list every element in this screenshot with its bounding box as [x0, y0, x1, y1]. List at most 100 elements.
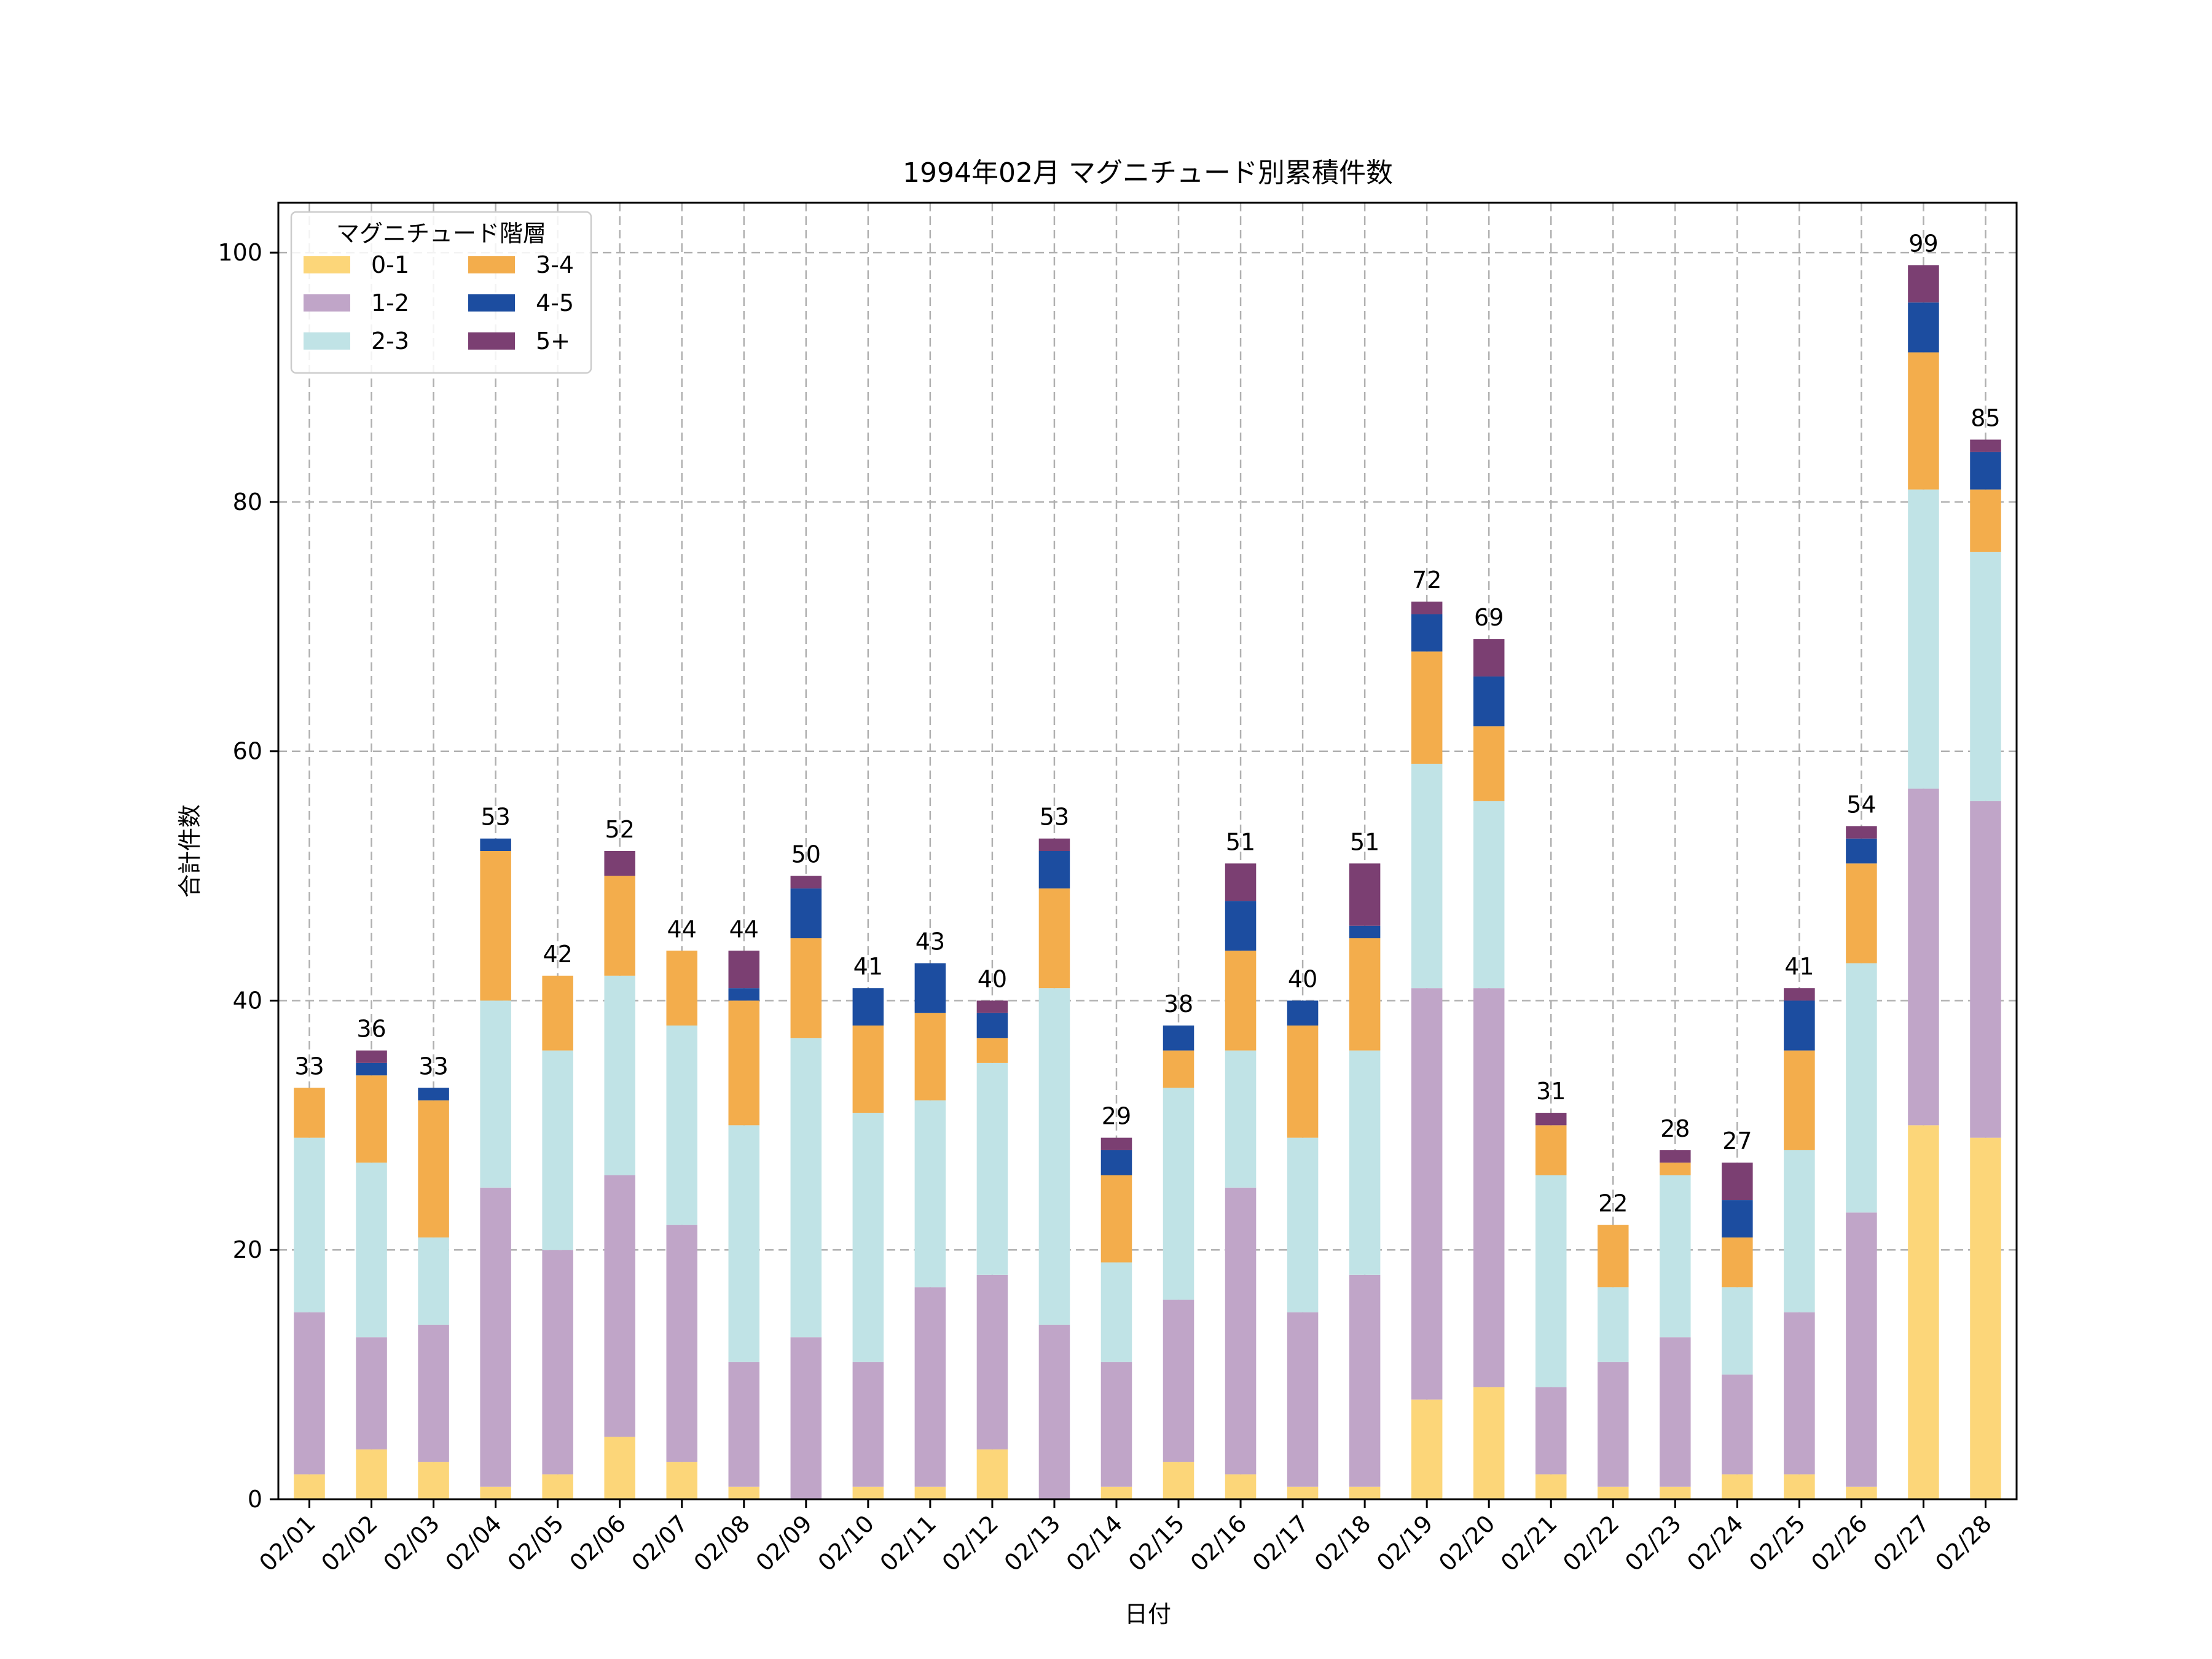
bar-segment	[356, 1163, 387, 1338]
bar-segment	[1970, 452, 2001, 490]
x-tick-label: 02/10	[813, 1510, 880, 1577]
y-tick-label: 100	[218, 239, 262, 266]
bar-segment	[1163, 1026, 1194, 1051]
x-tick-label: 02/21	[1496, 1510, 1563, 1577]
bar-segment	[1038, 838, 1070, 851]
bar-segment	[728, 951, 760, 989]
bar-segment	[1163, 1300, 1194, 1462]
bar-segment	[1411, 614, 1443, 652]
bar-total-label: 99	[1908, 230, 1938, 257]
bar-segment	[1846, 1212, 1877, 1487]
bar-segment	[1349, 925, 1381, 939]
bar-segment	[418, 1237, 449, 1325]
bar-segment	[1784, 1312, 1815, 1475]
bar-segment	[604, 1437, 635, 1499]
x-tick-label: 02/04	[440, 1510, 507, 1577]
bar-segment	[294, 1312, 325, 1475]
bar-segment	[1411, 651, 1443, 764]
bar-total-label: 22	[1598, 1190, 1628, 1217]
bar-segment	[852, 1026, 884, 1113]
bar-segment	[1970, 489, 2001, 552]
bar-segment	[542, 1050, 573, 1250]
bar-segment	[1598, 1225, 1629, 1288]
bar-segment	[1038, 988, 1070, 1325]
bar-segment	[1349, 1274, 1381, 1487]
bar-segment	[1287, 1486, 1319, 1499]
bar-segment	[1225, 863, 1257, 901]
bar-segment	[480, 838, 511, 851]
legend-swatch	[304, 294, 350, 312]
bar-total-label: 36	[356, 1016, 386, 1043]
x-tick-label: 02/02	[316, 1510, 383, 1577]
bar-segment	[1287, 1312, 1319, 1487]
bar-total-label: 31	[1536, 1078, 1566, 1105]
bar-segment	[418, 1100, 449, 1237]
bar-segment	[1287, 1137, 1319, 1312]
bar-segment	[666, 1462, 697, 1499]
bar-total-label: 40	[978, 965, 1007, 992]
bar-segment	[480, 1000, 511, 1188]
legend-swatch	[468, 294, 515, 312]
bar-total-label: 51	[1226, 828, 1255, 855]
bar-segment	[976, 1000, 1008, 1013]
y-tick-label: 80	[233, 488, 262, 516]
bar-segment	[1908, 302, 1939, 353]
bar-total-label: 40	[1288, 965, 1317, 992]
x-axis-label: 日付	[1124, 1601, 1171, 1628]
bar-total-label: 38	[1164, 990, 1193, 1018]
x-tick-label: 02/16	[1185, 1510, 1252, 1577]
y-tick-label: 20	[233, 1236, 262, 1263]
x-tick-label: 02/14	[1061, 1510, 1128, 1577]
bar-segment	[1100, 1137, 1132, 1150]
legend-label: 1-2	[371, 289, 409, 316]
bar-segment	[728, 988, 760, 1001]
bar-segment	[1660, 1163, 1691, 1175]
bar-segment	[1287, 1000, 1319, 1026]
bar-segment	[1163, 1088, 1194, 1300]
bar-segment	[542, 1474, 573, 1499]
bar-segment	[1535, 1387, 1567, 1475]
bar-segment	[1970, 439, 2001, 452]
bar-segment	[790, 888, 822, 939]
x-tick-label: 02/22	[1558, 1510, 1625, 1577]
bar-total-label: 53	[1040, 804, 1069, 831]
legend-box	[290, 211, 592, 374]
bar-segment	[1411, 763, 1443, 989]
bar-segment	[914, 1013, 946, 1100]
bar-segment	[1535, 1474, 1567, 1499]
x-tick-label: 02/15	[1123, 1510, 1190, 1577]
bar-segment	[1225, 901, 1257, 951]
bar-segment	[1908, 1125, 1939, 1499]
bar-segment	[604, 876, 635, 976]
y-tick-label: 60	[233, 738, 262, 765]
bar-segment	[542, 1250, 573, 1475]
bar-segment	[1846, 838, 1877, 864]
bar-segment	[356, 1062, 387, 1076]
x-tick-label: 02/17	[1247, 1510, 1314, 1577]
bar-segment	[1100, 1262, 1132, 1362]
bar-segment	[1908, 489, 1939, 789]
bar-segment	[976, 1449, 1008, 1499]
bar-total-label: 85	[1971, 404, 2000, 431]
bar-segment	[1846, 963, 1877, 1213]
bar-segment	[1038, 851, 1070, 888]
bar-segment	[1908, 352, 1939, 490]
bar-segment	[542, 975, 573, 1051]
bar-segment	[1598, 1287, 1629, 1362]
bar-segment	[604, 975, 635, 1175]
bar-segment	[976, 1013, 1008, 1038]
bar-segment	[418, 1324, 449, 1462]
bar-total-label: 51	[1350, 828, 1379, 855]
bar-segment	[1349, 863, 1381, 926]
bar-segment	[1598, 1362, 1629, 1487]
bar-segment	[852, 1486, 884, 1499]
bar-segment	[666, 1026, 697, 1225]
bar-segment	[1225, 1474, 1257, 1499]
bar-total-label: 27	[1722, 1128, 1752, 1155]
plot-frame	[277, 202, 2018, 1500]
bar-segment	[1535, 1125, 1567, 1175]
bar-segment	[294, 1137, 325, 1312]
x-tick-label: 02/08	[689, 1510, 756, 1577]
bar-segment	[1660, 1175, 1691, 1338]
